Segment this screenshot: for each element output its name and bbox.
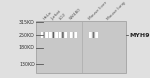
Text: 315KD: 315KD (19, 20, 35, 25)
Bar (59, 32, 60, 38)
Bar (66, 32, 67, 38)
Bar (74, 32, 75, 38)
Bar (65, 32, 66, 38)
Bar (52, 32, 53, 38)
Bar (61, 32, 62, 38)
Bar (55, 32, 56, 38)
Bar (57, 32, 58, 38)
Bar (54, 32, 55, 38)
Bar (93, 32, 94, 38)
Bar (42, 32, 43, 38)
Bar (36, 21, 126, 73)
Bar (42, 32, 43, 38)
Bar (45, 32, 46, 38)
Bar (54, 32, 55, 38)
Bar (70, 32, 71, 38)
Bar (53, 32, 54, 38)
Bar (91, 32, 92, 38)
Bar (45, 32, 46, 38)
Bar (51, 32, 52, 38)
Bar (74, 32, 75, 38)
Bar (89, 32, 90, 38)
Bar (56, 32, 57, 38)
Bar (96, 32, 97, 38)
Bar (93, 32, 94, 38)
Text: HeLa: HeLa (42, 10, 52, 21)
Bar (75, 32, 76, 38)
Bar (65, 32, 66, 38)
Bar (70, 32, 71, 38)
Text: 250KD: 250KD (19, 33, 35, 38)
Bar (76, 32, 77, 38)
Bar (41, 32, 42, 38)
Text: MYH9: MYH9 (129, 33, 149, 38)
Bar (50, 32, 51, 38)
Bar (63, 32, 64, 38)
Bar (73, 32, 74, 38)
Bar (49, 32, 50, 38)
Bar (75, 32, 76, 38)
Bar (95, 32, 96, 38)
Text: SW480: SW480 (69, 7, 82, 21)
Bar (91, 32, 92, 38)
Bar (95, 32, 96, 38)
Bar (97, 32, 98, 38)
Bar (94, 32, 95, 38)
Text: Jurkat: Jurkat (50, 9, 62, 21)
Bar (46, 32, 47, 38)
Text: 180KD: 180KD (19, 45, 35, 50)
Bar (53, 32, 54, 38)
Bar (89, 32, 90, 38)
Bar (92, 32, 93, 38)
Bar (71, 32, 72, 38)
Bar (90, 32, 91, 38)
Bar (55, 32, 56, 38)
Bar (47, 32, 48, 38)
Bar (46, 32, 47, 38)
Bar (72, 32, 73, 38)
Bar (44, 32, 45, 38)
Bar (64, 32, 65, 38)
Bar (61, 32, 62, 38)
Text: Mouse liver: Mouse liver (87, 0, 108, 21)
Bar (60, 32, 61, 38)
Bar (43, 32, 44, 38)
Bar (41, 32, 42, 38)
Text: Mouse lung: Mouse lung (106, 0, 126, 21)
Bar (62, 32, 63, 38)
Bar (71, 32, 72, 38)
Text: LO2: LO2 (58, 12, 67, 21)
Bar (66, 32, 67, 38)
Text: 130KD: 130KD (19, 62, 35, 67)
Bar (56, 32, 57, 38)
